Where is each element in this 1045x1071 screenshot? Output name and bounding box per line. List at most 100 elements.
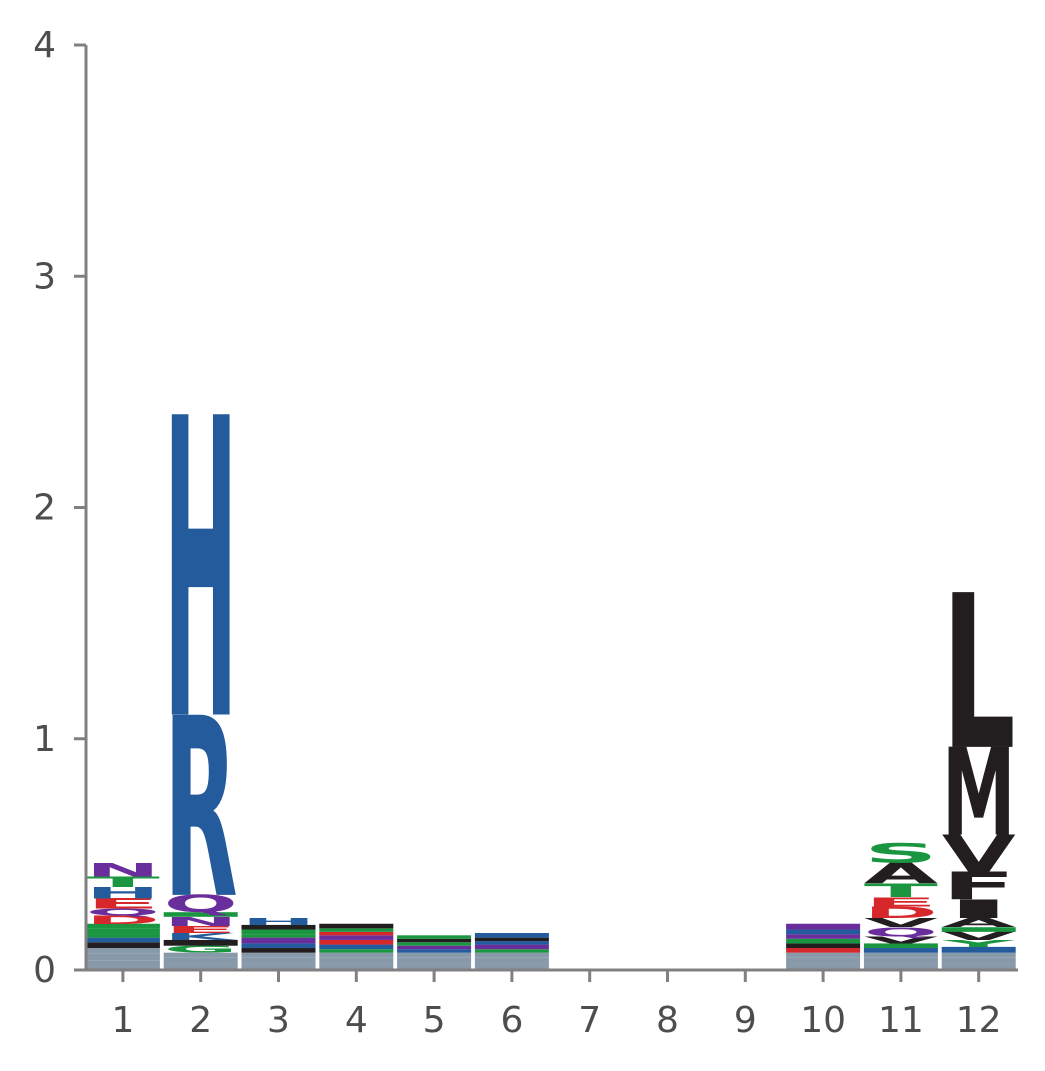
logo-letter: [786, 963, 861, 970]
logo-letter: M: [942, 723, 1016, 864]
logo-letter: K: [164, 931, 239, 942]
x-tick-label: 6: [500, 1000, 523, 1041]
x-tick-label: 3: [267, 1000, 290, 1041]
logo-letter: [397, 949, 472, 953]
logo-letter: Q: [86, 907, 160, 918]
logo-letter: V: [864, 935, 939, 946]
logo-letter: [241, 937, 316, 944]
logo-letter: [863, 948, 938, 953]
logo-letter: [474, 944, 549, 950]
logo-stack: [786, 923, 861, 970]
x-tick-label: 5: [423, 1000, 446, 1041]
logo-letter: D: [86, 913, 160, 926]
logo-letter: [941, 946, 1016, 953]
y-tick-label: 0: [33, 950, 56, 991]
logo-stack: [319, 923, 394, 970]
logo-letter: [397, 957, 472, 964]
logo-letter: V: [942, 825, 1016, 884]
x-tick-label: 1: [111, 1000, 134, 1041]
logo-letter: [85, 937, 160, 943]
logo-letter: [241, 929, 316, 935]
logo-letter: T: [864, 880, 938, 902]
logo-letter: V: [942, 930, 1016, 943]
x-tick-label: 9: [734, 1000, 757, 1041]
logo-letter: [319, 923, 394, 929]
logo-letter: A: [864, 857, 939, 890]
logo-letter: [786, 923, 861, 930]
logo-letter: [397, 938, 472, 943]
logo-letter: [786, 929, 861, 935]
logo-letter: F: [942, 865, 1016, 909]
logo-letter: [397, 945, 472, 950]
logo-letter: [241, 934, 316, 938]
logo-letter: [786, 957, 861, 964]
logo-letter: E: [864, 895, 938, 910]
logo-letter: [474, 957, 549, 964]
logo-letter: [863, 963, 938, 970]
logo-letter: [85, 942, 160, 949]
logo-letter: [163, 939, 238, 946]
logo-letter: Q: [164, 891, 238, 919]
logo-letter: [863, 943, 938, 949]
logo-letter: [85, 953, 160, 961]
logo-letter: G: [164, 944, 238, 955]
logo-letter: [319, 928, 394, 932]
logo-letter: [319, 952, 394, 958]
logo-letter: [319, 944, 394, 950]
logo-letter: [85, 923, 160, 929]
logo-letter: A: [942, 916, 1016, 931]
logo-letter: [85, 928, 160, 934]
x-tick-label: 10: [800, 1000, 846, 1041]
logo-letter: [85, 933, 160, 938]
logo-letter: N: [164, 914, 238, 929]
logo-letter: [319, 939, 394, 945]
logo-letter: N: [86, 859, 160, 881]
y-tick-label: 2: [33, 488, 56, 529]
logo-letter: H: [164, 334, 238, 812]
logo-letter: [163, 957, 238, 964]
logo-letter: [397, 963, 472, 970]
logo-letter: [85, 948, 160, 954]
logo-letter: [397, 942, 472, 946]
logo-letter: [319, 931, 394, 936]
logo-letter: [241, 943, 316, 949]
logo-letter: T: [86, 874, 160, 891]
logo-letter: H: [242, 916, 316, 927]
logo-letter: [786, 934, 861, 939]
logo-letter: I: [942, 895, 1016, 925]
logo-letter: V: [864, 916, 938, 931]
logo-letter: [786, 948, 861, 953]
logo-letter: [241, 957, 316, 964]
logo-letter: E: [164, 924, 238, 935]
y-ticks: 0 1 2 3 4: [33, 25, 86, 991]
logo-letter: Q: [864, 925, 938, 940]
logo-stack: [474, 933, 549, 970]
logo-letter: [85, 960, 160, 970]
logo-letter: [319, 949, 394, 953]
logo-letter: [863, 957, 938, 964]
logo-letter: E: [86, 896, 160, 913]
logo-letter: [241, 952, 316, 958]
logo-letter: L: [942, 551, 1016, 798]
logo-letter: D: [864, 904, 938, 922]
y-tick-label: 4: [33, 25, 56, 66]
logo-letter: [397, 952, 472, 958]
logo-letter: [241, 948, 316, 953]
logo-letter: [474, 937, 549, 942]
logo-letter: [163, 952, 238, 958]
logo-letter: [397, 935, 472, 939]
logo-stack: [397, 935, 472, 970]
logo-letter: [319, 935, 394, 940]
x-tick-label: 4: [345, 1000, 368, 1041]
logo-letter: [941, 963, 1016, 970]
y-tick-label: 1: [33, 719, 56, 760]
logo-letter: R: [164, 667, 238, 954]
logo-letter: [941, 957, 1016, 964]
logo-letter: [863, 952, 938, 958]
logo-letter: Y: [941, 938, 1016, 949]
